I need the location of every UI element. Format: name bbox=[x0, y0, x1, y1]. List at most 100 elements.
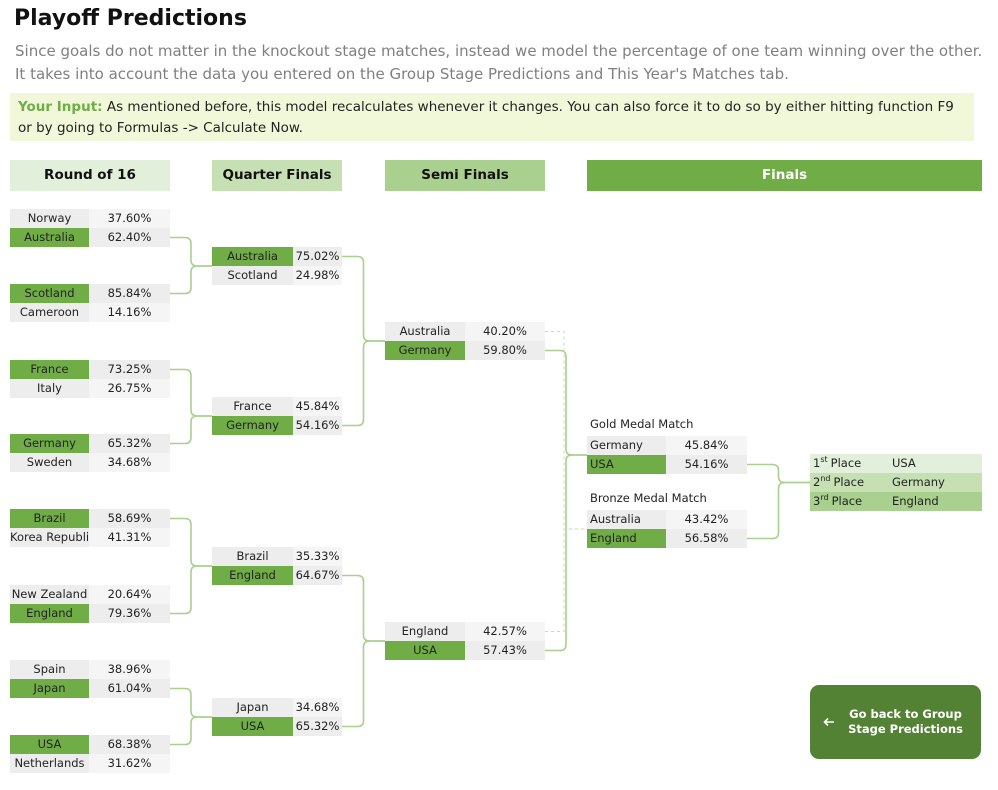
team-name: England bbox=[587, 529, 666, 548]
description-line: Since goals do not matter in the knockou… bbox=[15, 42, 983, 60]
team-pct: 58.69% bbox=[89, 509, 170, 528]
connector bbox=[545, 454, 587, 652]
team-name: Netherlands bbox=[10, 754, 89, 773]
place-word: Place bbox=[830, 456, 862, 470]
connector bbox=[342, 640, 385, 728]
team-pct: 20.64% bbox=[89, 585, 170, 604]
team-pct: 54.16% bbox=[666, 455, 747, 474]
team-pct: 35.33% bbox=[293, 547, 342, 566]
round-header: Quarter Finals bbox=[212, 160, 342, 191]
connector bbox=[170, 368, 212, 417]
team-name: USA bbox=[587, 455, 666, 474]
team-pct: 59.80% bbox=[465, 341, 545, 360]
team-name: Australia bbox=[212, 247, 293, 266]
place-label: 1st Place bbox=[813, 454, 861, 473]
team-pct: 34.68% bbox=[89, 453, 170, 472]
round-header: Round of 16 bbox=[10, 160, 170, 191]
place-suffix: rd bbox=[820, 493, 829, 503]
team-name: Sweden bbox=[10, 453, 89, 472]
team-pct: 65.32% bbox=[293, 717, 342, 736]
team-pct: 68.38% bbox=[89, 735, 170, 754]
team-name: USA bbox=[385, 641, 465, 660]
team-pct: 85.84% bbox=[89, 284, 170, 303]
team-pct: 79.36% bbox=[89, 604, 170, 623]
place-word: Place bbox=[833, 475, 865, 489]
team-name: Scotland bbox=[10, 284, 89, 303]
connector bbox=[170, 415, 212, 445]
team-pct: 24.98% bbox=[293, 266, 342, 285]
place-suffix: nd bbox=[820, 474, 831, 484]
team-pct: 37.60% bbox=[89, 209, 170, 228]
team-pct: 34.68% bbox=[293, 698, 342, 717]
team-pct: 56.58% bbox=[666, 529, 747, 548]
team-pct: 41.31% bbox=[89, 528, 170, 547]
team-name: Norway bbox=[10, 209, 89, 228]
team-name: France bbox=[10, 360, 89, 379]
round-header: Finals bbox=[587, 160, 982, 191]
place-number: 1 bbox=[813, 456, 821, 470]
team-pct: 57.43% bbox=[465, 641, 545, 660]
team-pct: 42.57% bbox=[465, 622, 545, 641]
standing-row bbox=[810, 492, 982, 511]
team-name: Australia bbox=[587, 510, 666, 529]
connector bbox=[747, 463, 810, 484]
place-label: 2nd Place bbox=[813, 473, 864, 492]
place-number: 3 bbox=[813, 494, 821, 508]
page-title: Playoff Predictions bbox=[14, 6, 247, 31]
team-name: Cameroon bbox=[10, 303, 89, 322]
input-text: As mentioned before, this model recalcul… bbox=[18, 99, 954, 136]
team-pct: 38.96% bbox=[89, 660, 170, 679]
team-name: New Zealand bbox=[10, 585, 89, 604]
connector bbox=[170, 265, 212, 295]
team-pct: 73.25% bbox=[89, 360, 170, 379]
team-name: USA bbox=[10, 735, 89, 754]
place-team: England bbox=[892, 494, 939, 508]
place-team: USA bbox=[892, 456, 916, 470]
standing-row bbox=[810, 454, 982, 473]
team-pct: 75.02% bbox=[293, 247, 342, 266]
connector bbox=[170, 236, 212, 267]
team-pct: 14.16% bbox=[89, 303, 170, 322]
team-name: Korea Republic bbox=[10, 528, 89, 547]
standing-row bbox=[810, 473, 982, 492]
team-pct: 54.16% bbox=[293, 416, 342, 435]
team-pct: 31.62% bbox=[89, 754, 170, 773]
team-name: Japan bbox=[10, 679, 89, 698]
description-line: It takes into account the data you enter… bbox=[15, 65, 789, 83]
team-name: Japan bbox=[212, 698, 293, 717]
team-pct: 65.32% bbox=[89, 434, 170, 453]
connector bbox=[747, 481, 810, 540]
arrow-icon bbox=[822, 717, 834, 727]
connector bbox=[170, 565, 212, 615]
place-word: Place bbox=[831, 494, 863, 508]
back-button[interactable]: Go back to Group Stage Predictions bbox=[810, 685, 981, 759]
team-name: Germany bbox=[10, 434, 89, 453]
team-name: England bbox=[10, 604, 89, 623]
place-label: 3rd Place bbox=[813, 492, 862, 511]
team-pct: 45.84% bbox=[293, 397, 342, 416]
team-name: Germany bbox=[385, 341, 465, 360]
team-name: England bbox=[385, 622, 465, 641]
team-name: USA bbox=[212, 717, 293, 736]
team-name: Australia bbox=[10, 228, 89, 247]
button-label: Go back to Group Stage Predictions bbox=[848, 707, 963, 736]
place-team: Germany bbox=[892, 475, 945, 489]
match-title: Bronze Medal Match bbox=[590, 491, 707, 505]
team-pct: 43.42% bbox=[666, 510, 747, 529]
team-name: Italy bbox=[10, 379, 89, 398]
team-name: Spain bbox=[10, 660, 89, 679]
team-name: Australia bbox=[385, 322, 465, 341]
team-name: France bbox=[212, 397, 293, 416]
team-name: Germany bbox=[587, 436, 666, 455]
team-pct: 40.20% bbox=[465, 322, 545, 341]
round-header: Semi Finals bbox=[385, 160, 545, 191]
team-name: Scotland bbox=[212, 266, 293, 285]
team-name: Brazil bbox=[212, 547, 293, 566]
connector bbox=[342, 340, 385, 427]
team-name: Brazil bbox=[10, 509, 89, 528]
team-pct: 45.84% bbox=[666, 436, 747, 455]
input-label: Your Input: bbox=[18, 99, 103, 115]
team-name: England bbox=[212, 566, 293, 585]
